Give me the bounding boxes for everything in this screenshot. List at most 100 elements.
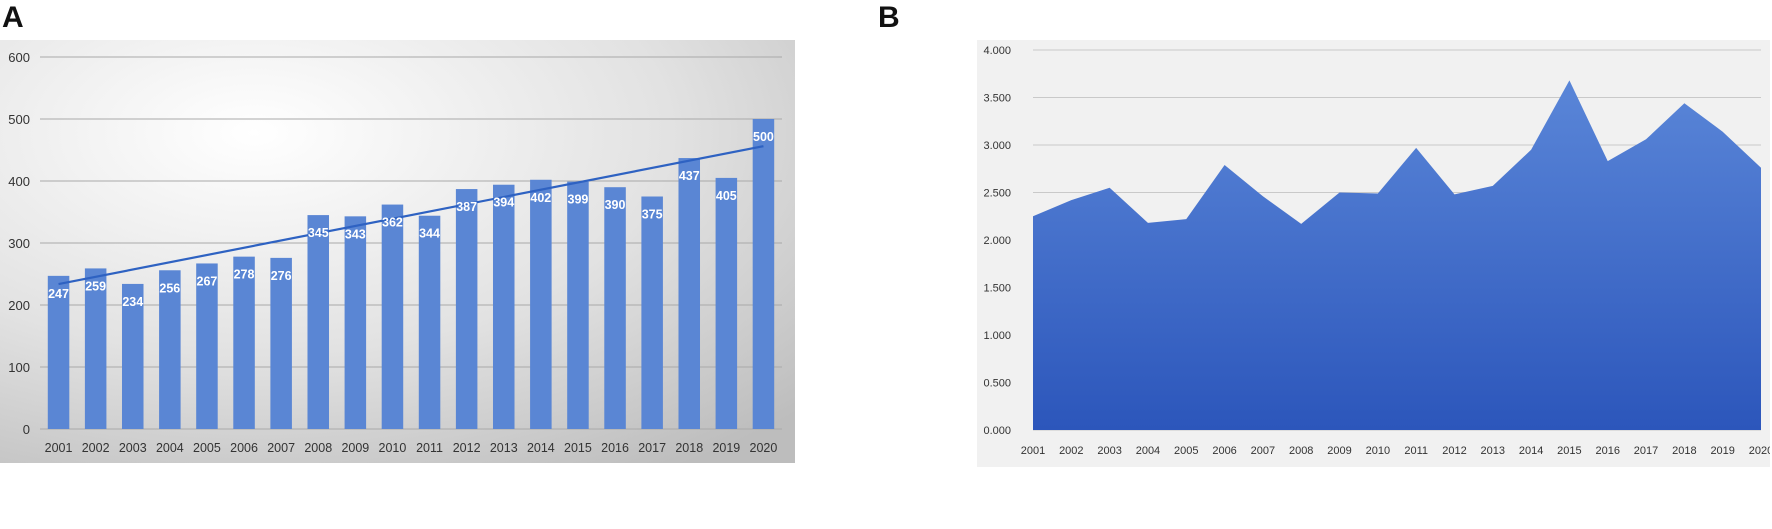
data-label: 278 xyxy=(234,268,255,282)
x-tick-label: 2020 xyxy=(1749,445,1770,457)
data-label: 402 xyxy=(530,191,551,205)
y-tick-label: 1.500 xyxy=(983,283,1011,295)
x-tick-label: 2010 xyxy=(1366,445,1390,457)
x-tick-label: 2009 xyxy=(1327,445,1351,457)
bar xyxy=(121,283,144,429)
y-tick-label: 400 xyxy=(8,174,30,189)
data-label: 276 xyxy=(271,269,292,283)
x-tick-label: 2007 xyxy=(267,441,295,455)
y-tick-label: 0.500 xyxy=(983,378,1011,390)
x-tick-label: 2002 xyxy=(82,441,110,455)
data-label: 267 xyxy=(197,274,218,288)
bar-chart-panel-a: 0 100 200 300 400 500 600 247 259 234 256 267 278 27… xyxy=(0,40,795,463)
y-tick-label: 2.000 xyxy=(983,235,1011,247)
x-tick-label: 2018 xyxy=(675,441,703,455)
x-tick-label: 2013 xyxy=(1481,445,1505,457)
trendline xyxy=(58,145,764,286)
data-label: 247 xyxy=(48,287,69,301)
y-tick-label: 4.000 xyxy=(983,45,1011,57)
x-tick-label: 2005 xyxy=(1174,445,1198,457)
bar xyxy=(567,181,589,429)
bar xyxy=(715,177,738,429)
x-tick-label: 2014 xyxy=(527,441,555,455)
bar xyxy=(270,257,292,429)
data-label: 256 xyxy=(159,281,180,295)
x-tick-label: 2019 xyxy=(712,441,740,455)
bar xyxy=(604,187,626,429)
x-tick-label: 2008 xyxy=(304,441,332,455)
bar xyxy=(344,216,367,429)
y-tick-label: 200 xyxy=(8,298,30,313)
y-tick-label: 0 xyxy=(23,422,30,437)
bar xyxy=(84,268,107,429)
x-tick-label: 2001 xyxy=(45,441,73,455)
bar xyxy=(233,256,255,429)
y-tick-label: 3.000 xyxy=(983,140,1011,152)
x-tick-label: 2012 xyxy=(453,441,481,455)
area-chart-panel-b: 0.000 0.500 1.000 1.500 2.000 2.500 3.000 3.500… xyxy=(977,40,1770,467)
y-tick-label: 600 xyxy=(8,50,30,65)
data-label: 399 xyxy=(568,193,589,207)
bar xyxy=(307,215,330,429)
x-tick-label: 2020 xyxy=(750,441,778,455)
x-tick-label: 2012 xyxy=(1442,445,1466,457)
x-tick-label: 2018 xyxy=(1672,445,1696,457)
x-tick-label: 2019 xyxy=(1710,445,1734,457)
x-tick-label: 2016 xyxy=(1595,445,1619,457)
x-tick-label: 2004 xyxy=(1136,445,1160,457)
x-tick-label: 2017 xyxy=(638,441,666,455)
x-tick-label: 2006 xyxy=(1212,445,1236,457)
data-label: 259 xyxy=(85,279,106,293)
data-label: 394 xyxy=(493,196,514,210)
x-tick-label: 2010 xyxy=(379,441,407,455)
data-label: 343 xyxy=(345,227,366,241)
x-tick-label: 2009 xyxy=(341,441,369,455)
y-tick-label: 300 xyxy=(8,236,30,251)
x-tick-label: 2006 xyxy=(230,441,258,455)
bar xyxy=(492,184,515,429)
x-tick-label: 2002 xyxy=(1059,445,1083,457)
x-tick-label: 2015 xyxy=(1557,445,1581,457)
y-tick-label: 500 xyxy=(8,112,30,127)
data-label: 390 xyxy=(605,198,626,212)
data-label: 362 xyxy=(382,216,403,230)
y-tick-label: 0.000 xyxy=(983,425,1011,437)
bar xyxy=(455,189,478,429)
bar xyxy=(159,270,181,429)
data-label: 437 xyxy=(679,169,700,183)
y-tick-label: 2.500 xyxy=(983,188,1011,200)
y-tick-label: 3.500 xyxy=(983,93,1011,105)
data-label: 387 xyxy=(456,200,477,214)
bar xyxy=(530,179,552,429)
data-label: 344 xyxy=(419,227,440,241)
x-tick-label: 2007 xyxy=(1251,445,1275,457)
bar xyxy=(641,196,663,429)
x-tick-label: 2001 xyxy=(1021,445,1045,457)
bar xyxy=(196,263,218,429)
x-tick-label: 2016 xyxy=(601,441,629,455)
x-tick-label: 2003 xyxy=(1097,445,1121,457)
x-tick-label: 2008 xyxy=(1289,445,1313,457)
bar xyxy=(418,215,441,429)
data-label: 234 xyxy=(122,295,143,309)
data-label: 405 xyxy=(716,189,737,203)
x-tick-label: 2004 xyxy=(156,441,184,455)
y-tick-label: 1.000 xyxy=(983,330,1011,342)
area-series xyxy=(1033,80,1761,431)
x-tick-label: 2014 xyxy=(1519,445,1543,457)
bar xyxy=(381,204,404,429)
bar xyxy=(47,275,70,429)
x-tick-label: 2005 xyxy=(193,441,221,455)
panel-label-b: B xyxy=(878,1,900,34)
bar xyxy=(752,119,775,429)
panel-label-a: A xyxy=(2,1,24,34)
x-tick-label: 2015 xyxy=(564,441,592,455)
bar xyxy=(678,158,701,429)
x-tick-label: 2013 xyxy=(490,441,518,455)
data-label: 500 xyxy=(753,130,774,144)
x-tick-label: 2011 xyxy=(416,441,443,455)
x-tick-label: 2017 xyxy=(1634,445,1658,457)
x-tick-label: 2011 xyxy=(1404,445,1428,457)
data-label: 375 xyxy=(642,208,663,222)
x-tick-label: 2003 xyxy=(119,441,147,455)
